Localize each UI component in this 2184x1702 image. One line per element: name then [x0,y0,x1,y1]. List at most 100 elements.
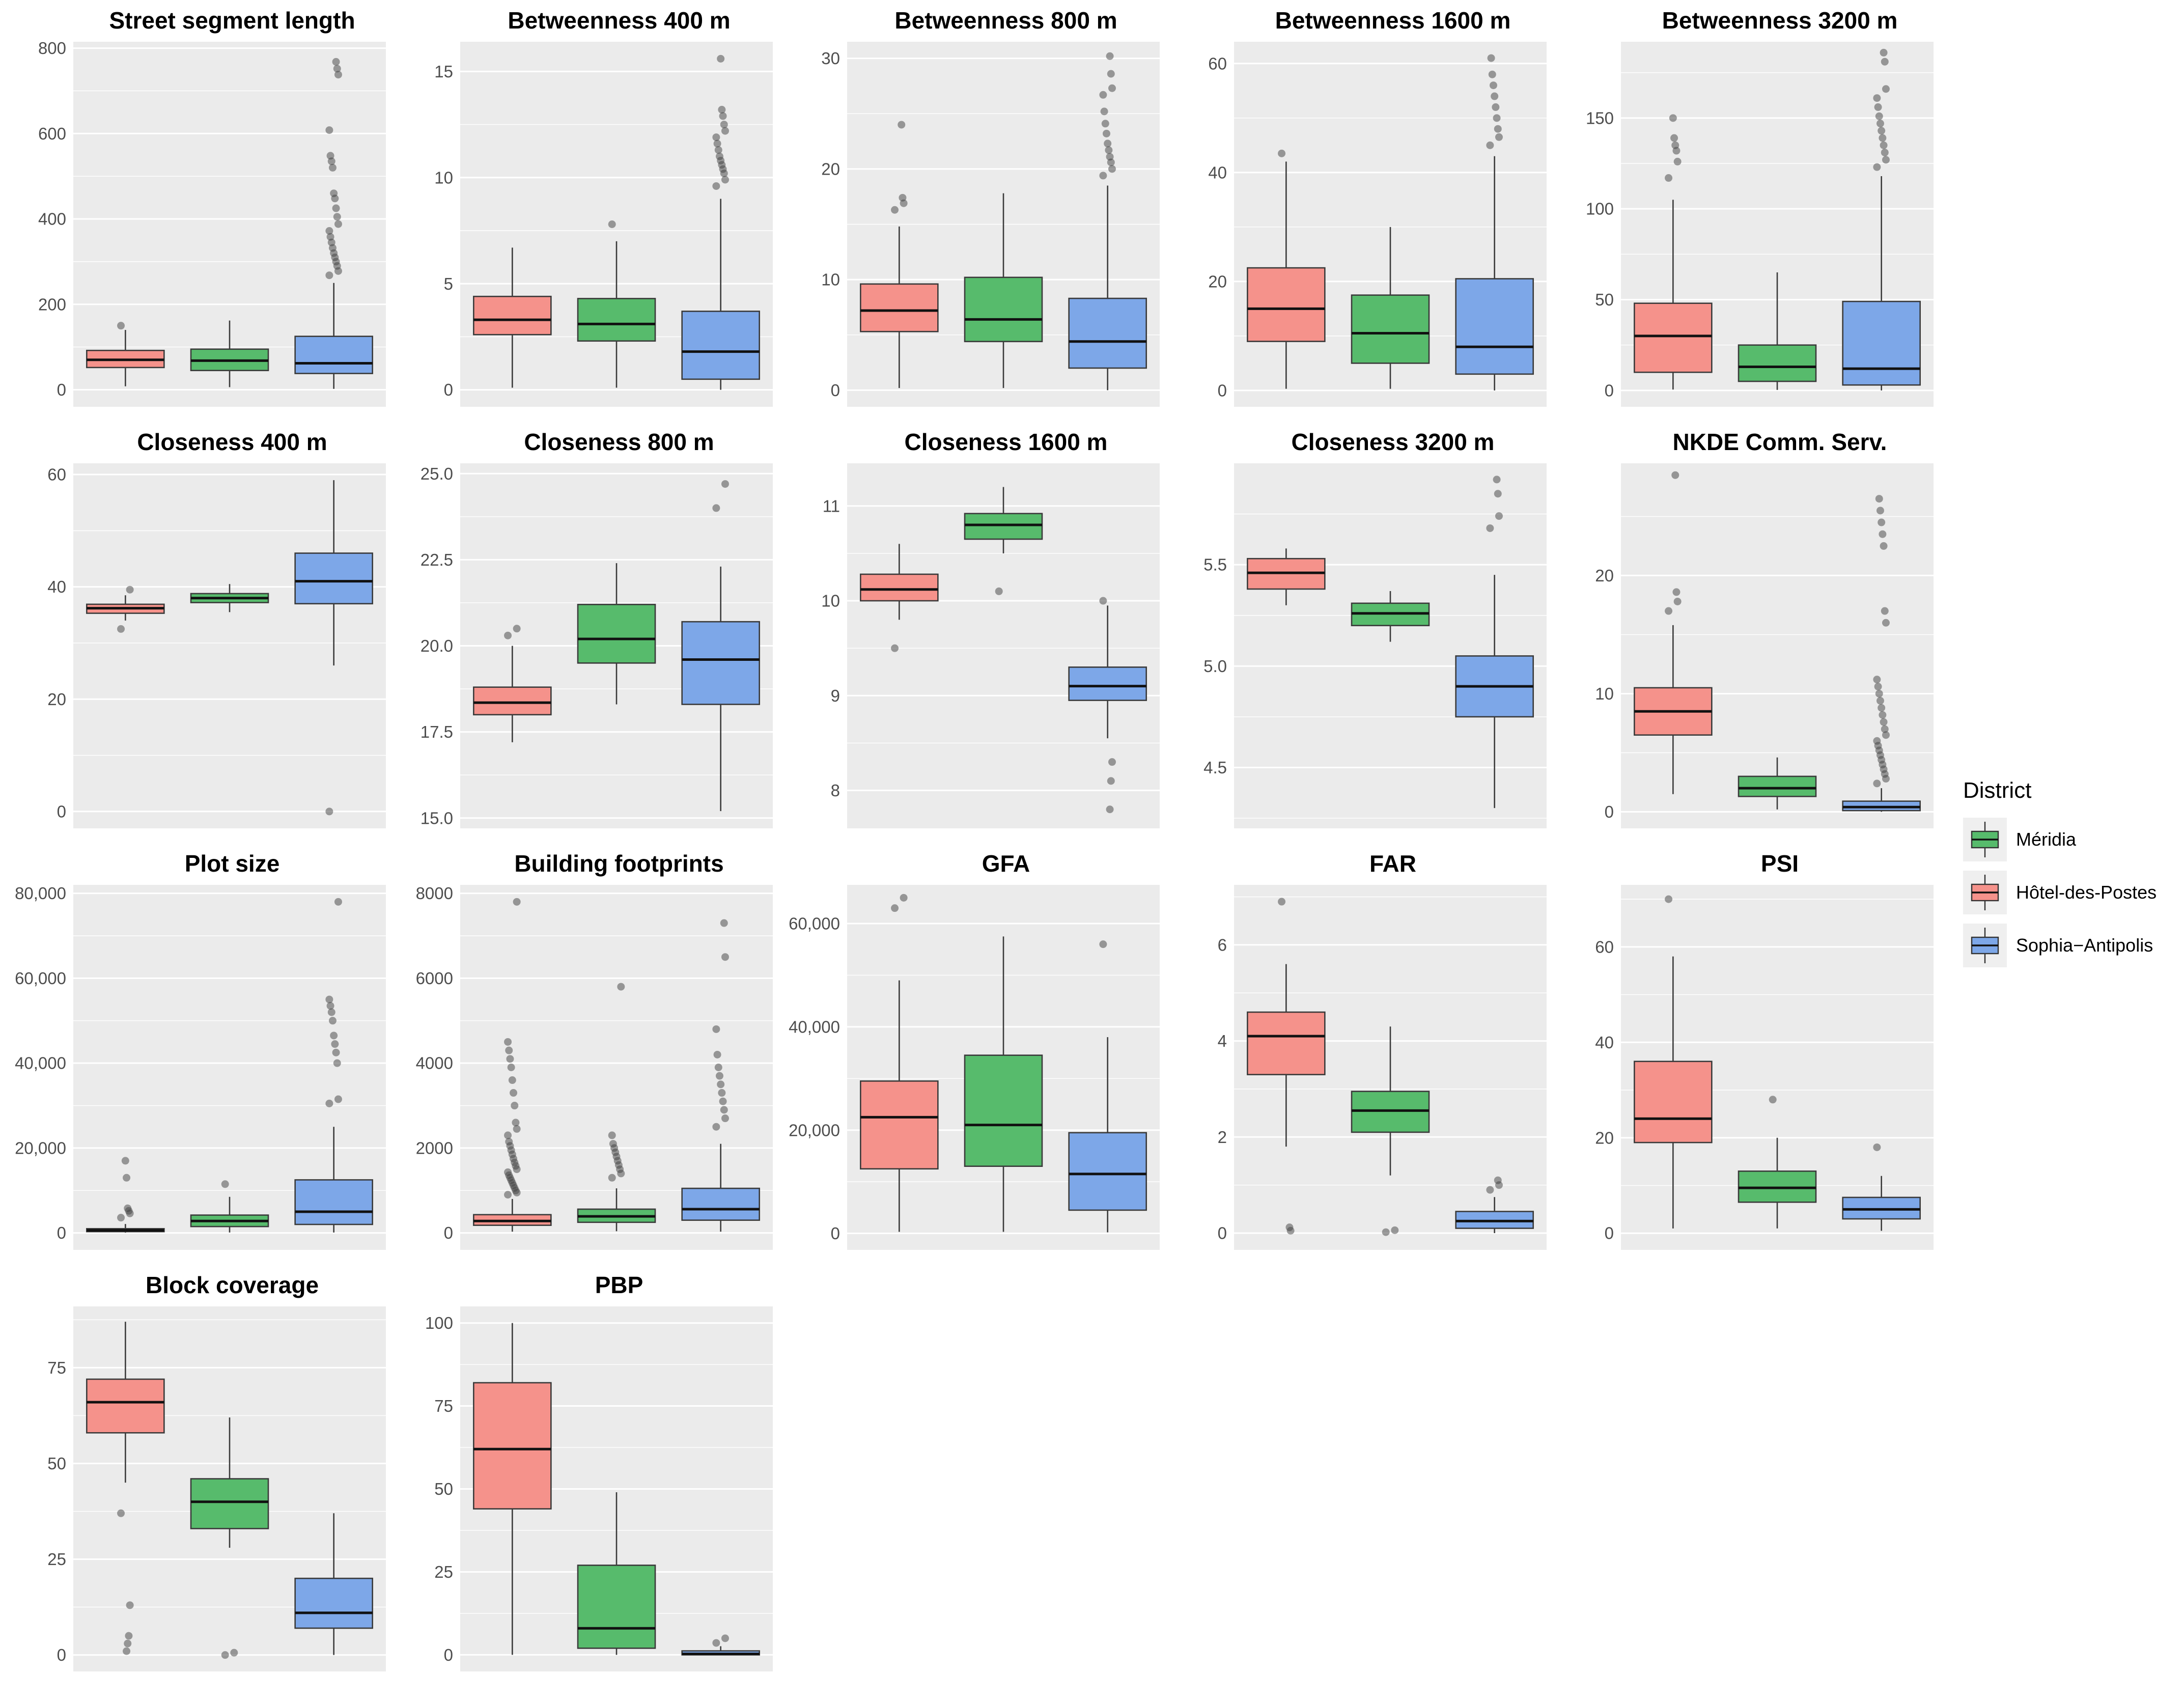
box-meridia [577,983,656,1232]
panel-pbp: PBP 0 25 50 75 100 [400,1271,778,1681]
outlier-point [1882,731,1890,739]
panel-far: FAR 0 2 4 6 [1174,849,1552,1260]
outlier-point [221,1180,229,1188]
plot-area: 0 20 40 60 [47,463,386,828]
box-hotel [860,121,939,388]
outlier-point [1670,134,1678,142]
plot-area: 0 20 40 60 [1595,885,1934,1250]
outlier-point [124,1639,132,1648]
outlier-point [1285,1223,1294,1232]
outlier-point [721,1634,729,1642]
outlier-point [328,1017,337,1025]
y-tick-label: 600 [38,124,66,143]
outlier-point [1099,597,1107,605]
box-sophia [1455,1176,1534,1233]
panel-title: Betweenness 400 m [508,7,731,34]
outlier-point [717,1080,725,1089]
outlier-point [1876,120,1884,128]
y-tick-label: 20 [1595,566,1614,585]
outlier-point [1382,1228,1390,1236]
y-tick-label: 0 [444,1645,453,1664]
outlier-point [1671,471,1679,479]
y-tick-label: 100 [1586,200,1614,218]
outlier-point [891,904,899,912]
outlier-point [712,1639,720,1647]
outlier-point [117,1509,125,1517]
panel-title: PSI [1760,850,1799,877]
legend-key-hotel-boxplot-icon [1963,871,2007,914]
panel-title: Betweenness 800 m [894,7,1117,34]
box-meridia [190,1180,269,1233]
y-tick-label: 25 [434,1563,453,1581]
panel-betweenness-1600-m: Betweenness 1600 m 0 20 40 60 [1174,6,1552,416]
outlier-point [1873,1143,1881,1151]
outlier-point [327,1008,335,1016]
y-tick-label: 75 [47,1358,66,1377]
legend-key-meridia-boxplot-icon [1963,818,2007,861]
outlier-point [1495,133,1503,141]
outlier-point [333,1059,341,1067]
outlier-point [1669,114,1677,122]
outlier-point [1878,518,1886,526]
y-tick-label: 30 [821,49,840,68]
panel-title: NKDE Comm. Serv. [1672,429,1887,455]
box-meridia [577,220,656,388]
outlier-point [713,1050,721,1058]
y-tick-label: 17.5 [421,722,453,741]
outlier-point [325,807,333,816]
outlier-point [715,152,723,160]
outlier-point [1874,103,1882,111]
outlier-point [1105,146,1113,154]
box-sophia [294,58,373,389]
legend-item-sophia-antipolis: Sophia−Antipolis [1963,924,2162,967]
box-hotel [1634,895,1713,1229]
outlier-point [331,1040,339,1048]
outlier-point [719,112,727,120]
panel-title: Betweenness 1600 m [1275,7,1511,34]
panel-nkde-comm-serv: NKDE Comm. Serv. 0 10 20 [1561,428,1939,838]
y-tick-label: 4 [1218,1031,1227,1050]
panel-building-footprints: Building footprints 0 2000 4000 6000 8000 [400,849,778,1260]
outlier-point [1879,711,1887,719]
outlier-point [1100,107,1108,116]
y-tick-label: 10 [434,168,453,187]
outlier-point [1665,895,1673,903]
outlier-point [712,1123,720,1131]
y-tick-label: 9 [831,686,840,705]
outlier-point [1875,689,1883,697]
outlier-point [334,71,342,79]
y-tick-label: 0 [444,380,453,399]
outlier-point [513,1125,521,1133]
box-hotel [860,544,939,652]
y-tick-label: 15 [434,62,453,81]
outlier-point [721,480,729,488]
outlier-point [505,1137,513,1146]
outlier-point [718,1089,726,1097]
outlier-point [1486,1186,1494,1194]
y-tick-label: 80,000 [15,884,66,903]
outlier-point [123,1174,131,1182]
outlier-point [1879,134,1887,142]
box-hotel [473,625,552,742]
outlier-point [1881,149,1889,157]
outlier-point [715,1072,723,1080]
y-tick-label: 15.0 [421,808,453,827]
y-tick-label: 10 [821,270,840,289]
outlier-point [995,587,1003,595]
outlier-point [1487,54,1495,62]
outlier-point [1106,52,1114,60]
panel-title: Betweenness 3200 m [1662,7,1898,34]
outlier-point [1108,758,1116,766]
box-hotel [1247,149,1326,389]
plot-area: 0 200 400 600 800 [38,39,386,407]
outlier-point [714,1064,722,1071]
outlier-point [1101,120,1109,128]
y-tick-label: 0 [1605,381,1614,400]
outlier-point [1876,507,1884,515]
outlier-point [325,1099,333,1107]
y-tick-label: 60,000 [789,914,840,933]
outlier-point [1488,70,1496,78]
outlier-point [1878,704,1886,712]
outlier-point [1494,1176,1502,1184]
box-hotel [86,585,165,633]
